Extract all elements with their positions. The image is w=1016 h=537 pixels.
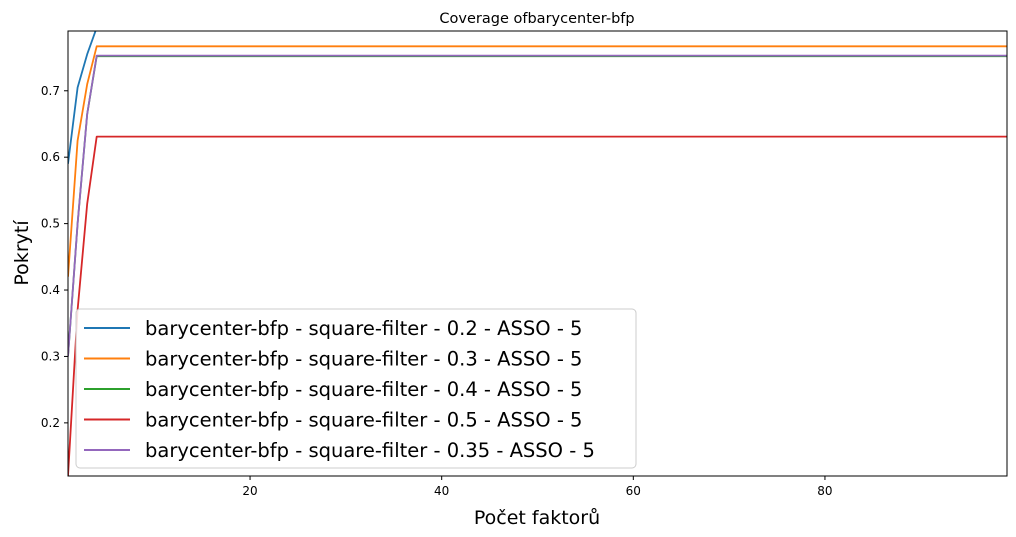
y-tick-label: 0.4: [41, 283, 60, 297]
series-line-5: [68, 54, 1007, 357]
y-axis-label: Pokrytí: [11, 220, 33, 286]
y-tick-label: 0.2: [41, 416, 60, 430]
y-tick-label: 0.6: [41, 150, 60, 164]
x-tick-label: 60: [626, 484, 641, 498]
y-axis-ticks: 0.2 0.3 0.4 0.5 0.6 0.7: [41, 84, 68, 430]
x-tick-label: 20: [242, 484, 257, 498]
y-tick-label: 0.3: [41, 349, 60, 363]
x-axis-ticks: 20 40 60 80: [242, 476, 833, 498]
series-layer: [68, 31, 1007, 476]
x-tick-label: 80: [817, 484, 832, 498]
legend: barycenter-bfp - square-filter - 0.2 - A…: [75, 308, 637, 469]
y-tick-label: 0.7: [41, 84, 60, 98]
y-tick-label: 0.5: [41, 217, 60, 231]
plot-frame: [67, 30, 1008, 477]
series-line-1: [68, 31, 97, 164]
legend-label: barycenter-bfp - square-filter - 0.2 - A…: [145, 317, 582, 340]
legend-label: barycenter-bfp - square-filter - 0.4 - A…: [145, 378, 582, 401]
x-tick-label: 40: [434, 484, 449, 498]
legend-label: barycenter-bfp - square-filter - 0.3 - A…: [145, 348, 582, 371]
legend-label: barycenter-bfp - square-filter - 0.5 - A…: [145, 409, 582, 432]
series-line-4: [68, 135, 1007, 476]
chart-title: Coverage ofbarycenter-bfp: [439, 11, 634, 27]
legend-label: barycenter-bfp - square-filter - 0.35 - …: [145, 439, 595, 462]
series-line-2: [68, 45, 1007, 277]
x-axis-label: Počet faktorů: [474, 507, 600, 529]
legend-box: [75, 308, 637, 469]
